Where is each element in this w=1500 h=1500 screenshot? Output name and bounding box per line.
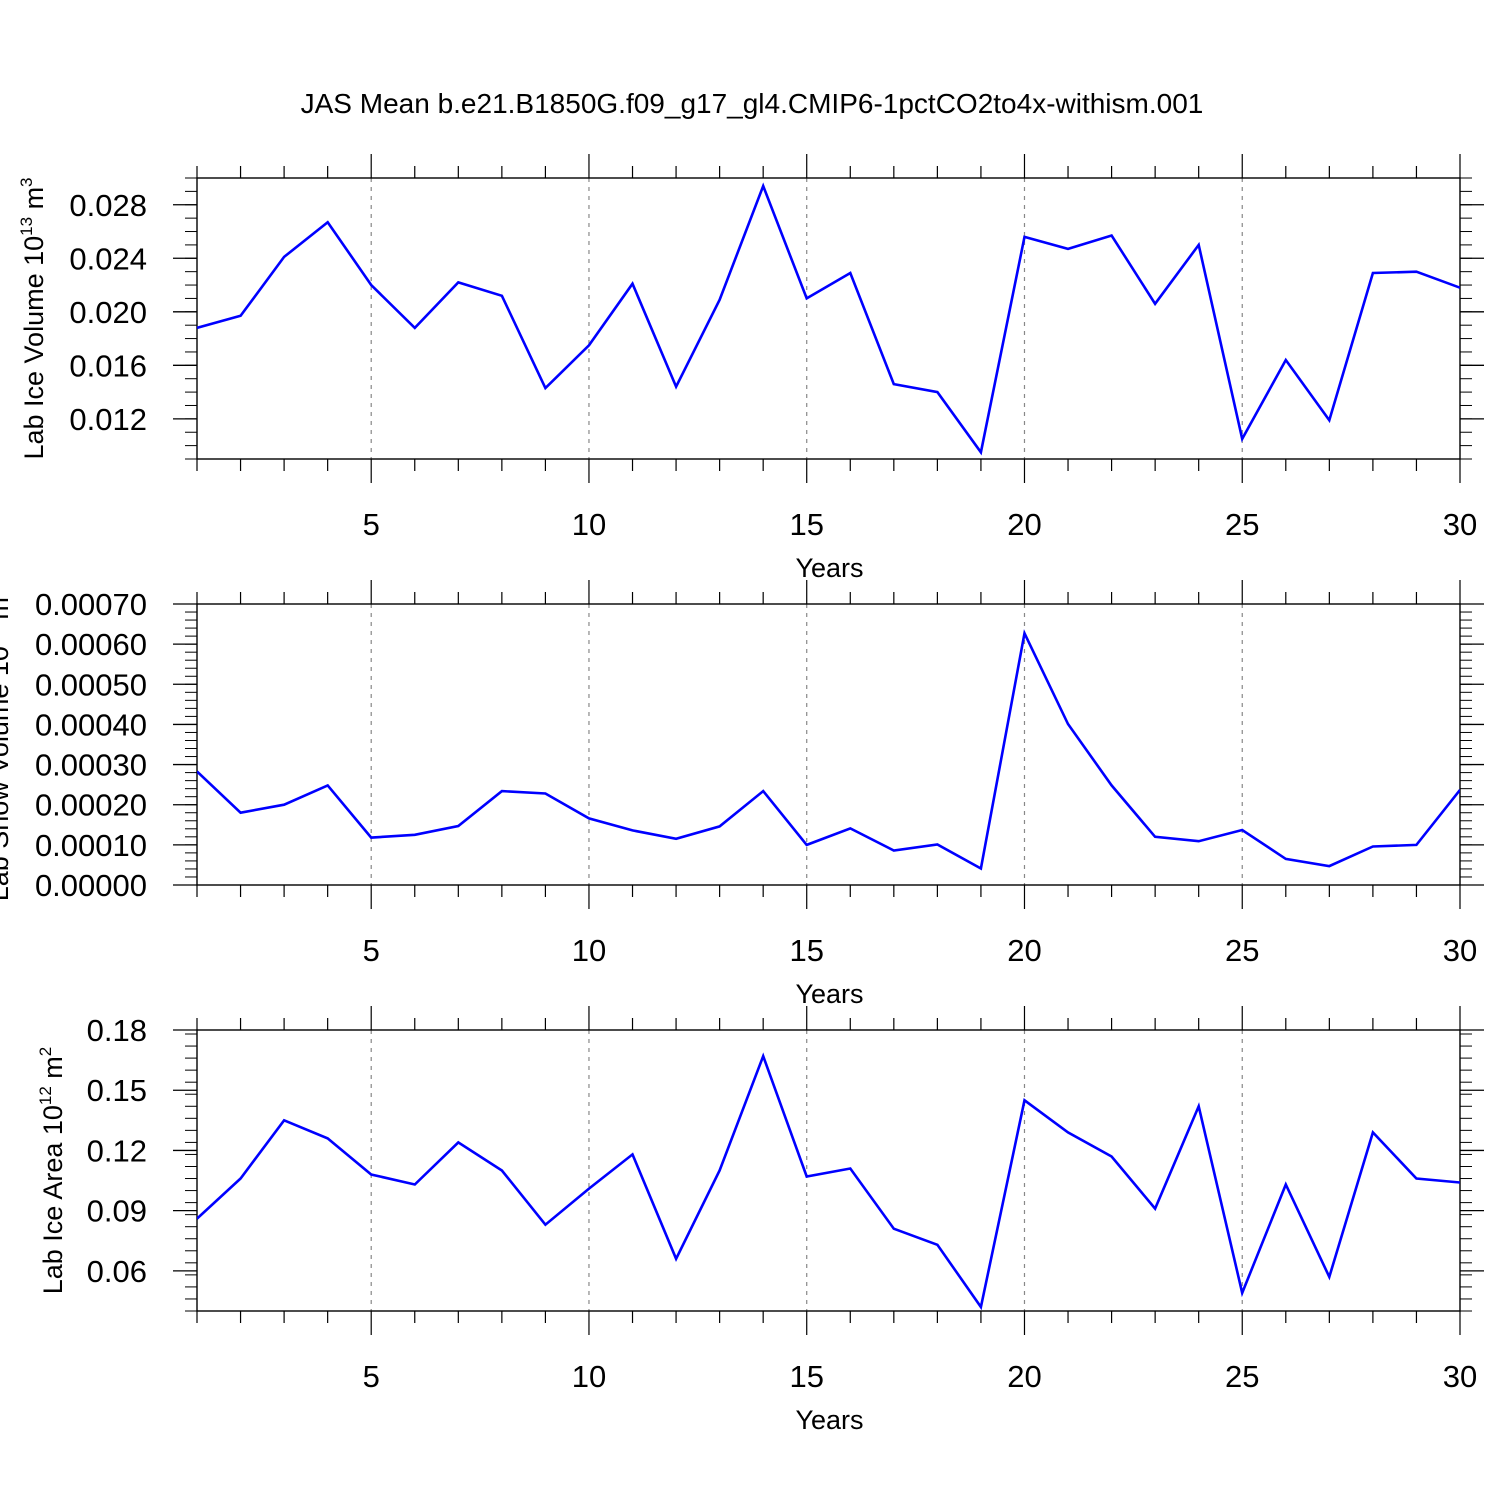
panel-2: 5 10 15 20 25 30 Years 0.00000 0.00010 0.00020 0.0… [0,580,1484,1009]
y-axis-label-unit: m [38,1056,68,1086]
x-axis-label: Years [795,553,863,583]
y-axis-label-exponent: 13 [0,627,1,646]
x-tick-label: 5 [363,507,380,542]
x-tick-label: 25 [1225,1359,1259,1394]
x-axis-label: Years [795,1405,863,1435]
panel-3: 5 10 15 20 25 30 Years 0.06 0.09 0.12 0.15 0.18 Lab … [36,1006,1484,1435]
y-tick-label: 0.00050 [35,667,147,702]
y-axis-label-unit-exponent: 3 [17,177,36,186]
plot-frame [196,177,1461,460]
x-tick-label: 30 [1443,507,1477,542]
y-tick-label: 0.12 [87,1133,147,1168]
y-axis-label: Lab Snow Volume 1013 m3 [0,588,14,902]
y-axis-label-main: Lab Ice Volume 10 [19,236,49,460]
x-tick-label: 10 [572,933,606,968]
y-tick-label: 0.024 [69,241,147,276]
y-axis-label: Lab Ice Area 1012 m2 [36,1047,68,1295]
y-tick-label: 0.06 [87,1254,147,1289]
y-tick-label: 0.00030 [35,748,147,783]
y-tick-label: 0.00040 [35,707,147,742]
x-tick-label: 30 [1443,933,1477,968]
x-tick-label: 5 [363,1359,380,1394]
series-line [197,182,1460,456]
y-axis-label-exponent: 12 [36,1086,55,1105]
x-axis-label: Years [795,979,863,1009]
x-tick-label: 30 [1443,1359,1477,1394]
y-tick-label: 0.18 [87,1013,147,1048]
series-line [197,1052,1460,1311]
y-axis-label-unit-exponent: 2 [36,1047,55,1056]
y-axis-label-exponent: 13 [17,217,36,236]
x-tick-label: 15 [789,1359,823,1394]
y-tick-label: 0.028 [69,188,147,223]
y-axis-label-main: Lab Ice Area 10 [38,1105,68,1294]
y-tick-label: 0.00070 [35,587,147,622]
x-tick-label: 25 [1225,933,1259,968]
plot-frame [196,1029,1461,1312]
y-tick-label: 0.00020 [35,788,147,823]
panels: 5 10 15 20 25 30Years0.0120.0160.0200.0240.02… [0,154,1484,1435]
y-axis-label-main: Lab Snow Volume 10 [0,646,14,901]
y-tick-label: 0.15 [87,1073,147,1108]
y-tick-label: 0.09 [87,1194,147,1229]
x-tick-label: 20 [1007,933,1041,968]
x-tick-label: 10 [572,1359,606,1394]
x-tick-label: 10 [572,507,606,542]
x-tick-label: 20 [1007,507,1041,542]
y-axis-label-unit: m [19,187,49,217]
series-line [197,629,1460,871]
figure-title: JAS Mean b.e21.B1850G.f09_g17_gl4.CMIP6-… [301,88,1204,119]
x-tick-label: 20 [1007,1359,1041,1394]
y-tick-label: 0.00010 [35,828,147,863]
y-axis-label-unit-exponent: 3 [0,588,1,597]
y-tick-label: 0.00060 [35,627,147,662]
x-tick-label: 15 [789,933,823,968]
y-tick-label: 0.012 [69,402,147,437]
x-tick-label: 5 [363,933,380,968]
plot-frame [196,603,1461,886]
y-tick-label: 0.020 [69,295,147,330]
y-axis-label-unit: m [0,597,14,627]
panel-1: 5 10 15 20 25 30 Years 0.012 0.016 0.020 0.024 0.02… [17,154,1484,583]
y-tick-label: 0.00000 [35,868,147,903]
y-axis-label: Lab Ice Volume 1013 m3 [17,177,49,459]
y-tick-label: 0.016 [69,348,147,383]
x-tick-label: 15 [789,507,823,542]
x-tick-label: 25 [1225,507,1259,542]
